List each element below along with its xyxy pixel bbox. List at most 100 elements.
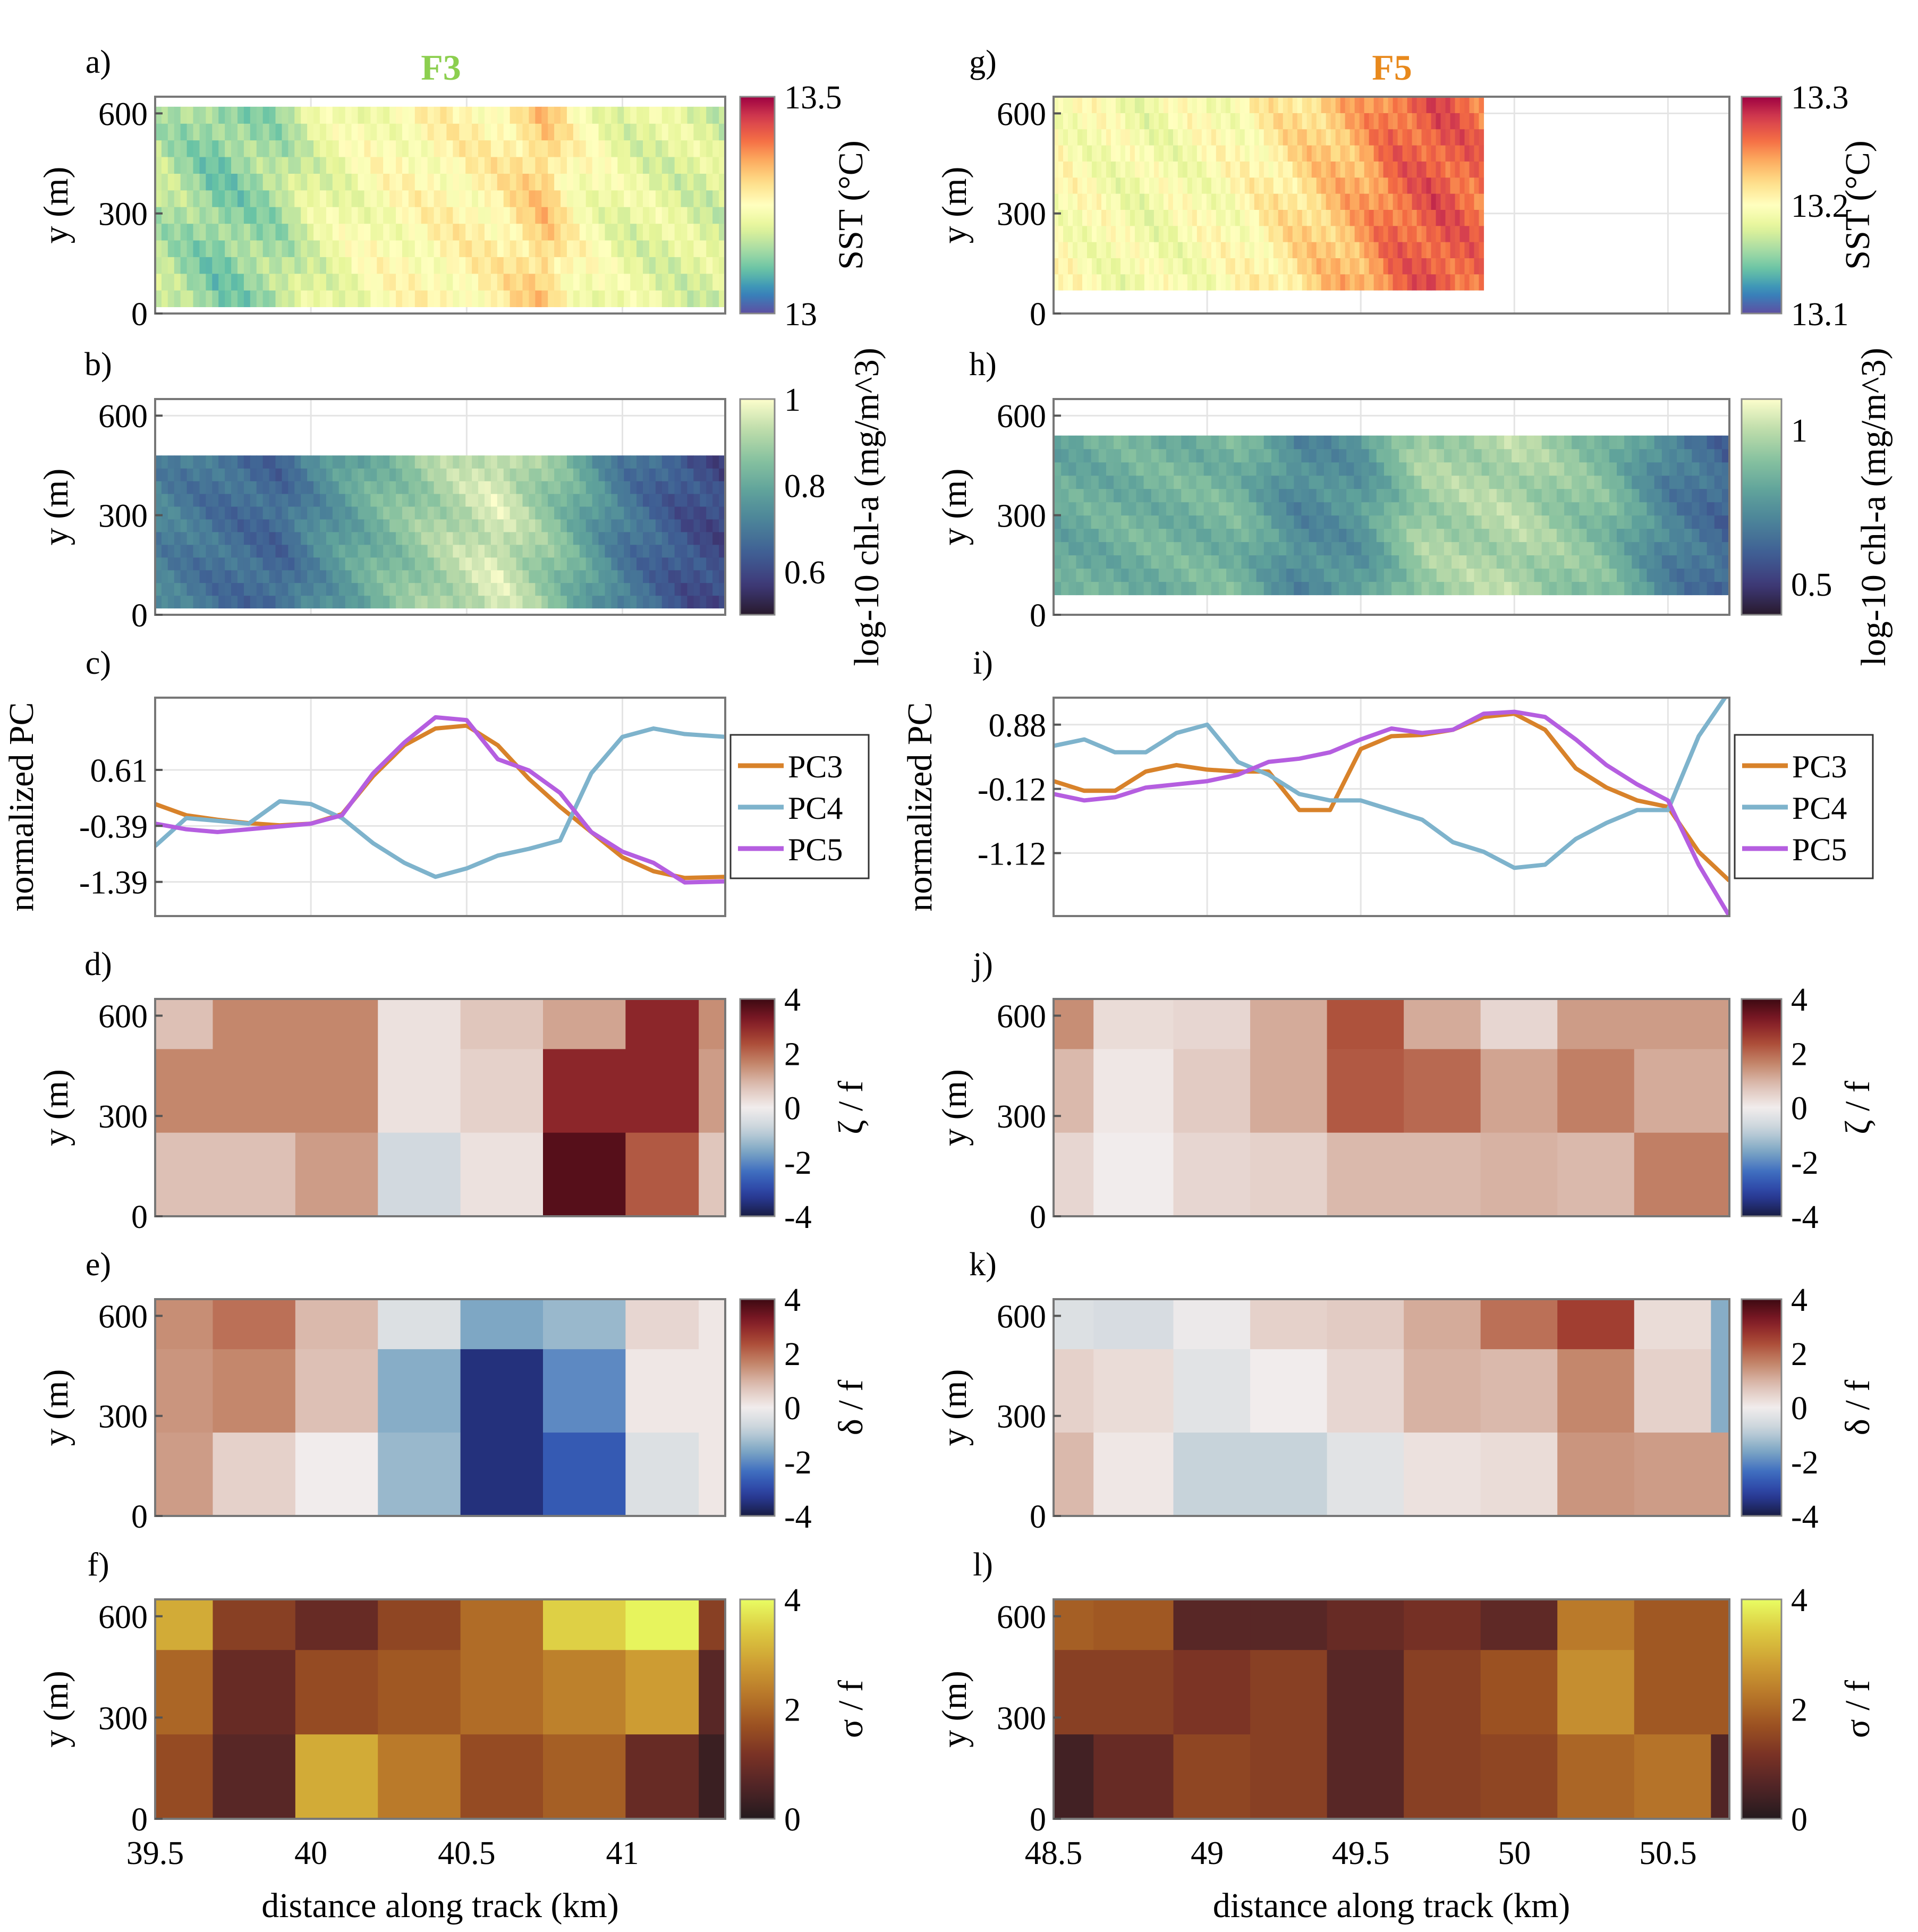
field-cell bbox=[497, 570, 504, 583]
field-cell bbox=[497, 481, 504, 494]
field-cell bbox=[199, 173, 206, 191]
field-cell bbox=[1364, 274, 1370, 291]
field-cell bbox=[561, 207, 567, 224]
field-cell bbox=[414, 506, 422, 520]
field-cell bbox=[364, 570, 371, 583]
field-cell bbox=[1384, 435, 1392, 450]
field-cell bbox=[294, 519, 301, 532]
field-cell bbox=[1594, 448, 1602, 463]
field-cell bbox=[237, 494, 244, 507]
field-cell bbox=[414, 595, 422, 609]
field-cell bbox=[1330, 242, 1336, 258]
field-cell bbox=[1331, 462, 1339, 476]
field-cell bbox=[617, 257, 624, 274]
field-cell bbox=[1230, 97, 1236, 113]
heatmap-cell bbox=[460, 1599, 544, 1650]
field-cell bbox=[1226, 502, 1234, 516]
field-cell bbox=[566, 190, 574, 207]
field-cell bbox=[1292, 145, 1298, 162]
field-cell bbox=[1063, 258, 1068, 275]
field-cell bbox=[427, 190, 435, 207]
heatmap-cell bbox=[295, 1132, 378, 1216]
field-cell bbox=[440, 123, 447, 141]
field-cell bbox=[256, 455, 264, 469]
field-cell bbox=[1311, 258, 1317, 275]
field-cell bbox=[1130, 177, 1135, 194]
field-cell bbox=[414, 106, 422, 124]
field-cell bbox=[351, 207, 359, 224]
field-cell bbox=[490, 468, 498, 481]
field-cell bbox=[522, 290, 530, 308]
heatmap-cell bbox=[625, 1734, 699, 1819]
field-cell bbox=[1393, 258, 1398, 275]
heatmap-cell bbox=[1480, 1650, 1558, 1735]
field-cell bbox=[1182, 129, 1188, 146]
field-cell bbox=[1504, 541, 1512, 556]
field-cell bbox=[180, 173, 188, 191]
heatmap-cell bbox=[1480, 1349, 1558, 1433]
field-cell bbox=[1087, 209, 1092, 226]
field-cell bbox=[1244, 209, 1250, 226]
field-cell bbox=[301, 468, 308, 481]
field-cell bbox=[319, 519, 327, 532]
field-cell bbox=[1519, 568, 1527, 582]
field-cell bbox=[1436, 581, 1445, 596]
field-cell bbox=[649, 557, 656, 571]
field-cell bbox=[541, 273, 548, 291]
field-cell bbox=[1125, 209, 1131, 226]
field-cell bbox=[712, 240, 719, 257]
field-cell bbox=[1481, 581, 1490, 596]
field-cell bbox=[611, 582, 618, 596]
field-cell bbox=[396, 190, 403, 207]
field-cell bbox=[579, 140, 587, 157]
colorbar-gradient bbox=[1741, 96, 1783, 315]
field-cell bbox=[1263, 225, 1269, 242]
field-cell bbox=[427, 481, 435, 494]
field-cell bbox=[573, 106, 580, 124]
field-cell bbox=[364, 481, 371, 494]
field-cell bbox=[301, 190, 308, 207]
field-cell bbox=[1144, 225, 1150, 242]
field-cell bbox=[1647, 488, 1655, 503]
field-cell bbox=[706, 582, 713, 596]
field-cell bbox=[1431, 258, 1437, 275]
field-cell bbox=[1196, 258, 1202, 275]
field-cell bbox=[1287, 129, 1293, 146]
field-cell bbox=[668, 123, 675, 141]
field-cell bbox=[624, 257, 631, 274]
field-cell bbox=[1254, 258, 1260, 275]
field-cell bbox=[1120, 193, 1126, 210]
field-cell bbox=[1421, 258, 1427, 275]
field-cell bbox=[186, 481, 194, 494]
field-cell bbox=[1316, 258, 1322, 275]
field-cell bbox=[326, 156, 333, 174]
field-cell bbox=[1426, 177, 1432, 194]
field-cell bbox=[282, 506, 288, 520]
field-cell bbox=[301, 273, 308, 291]
field-cell bbox=[548, 273, 555, 291]
field-cell bbox=[1196, 177, 1202, 194]
field-cell bbox=[1263, 475, 1272, 489]
field-cell bbox=[256, 223, 264, 241]
field-cell bbox=[1323, 541, 1332, 556]
field-cell bbox=[1063, 209, 1068, 226]
field-cell bbox=[1359, 242, 1365, 258]
field-cell bbox=[446, 494, 453, 507]
colorbar-gradient bbox=[739, 998, 776, 1217]
field-cell bbox=[282, 240, 288, 257]
field-cell bbox=[484, 140, 491, 157]
field-cell bbox=[206, 273, 213, 291]
field-cell bbox=[585, 240, 593, 257]
field-cell bbox=[262, 544, 270, 558]
field-cell bbox=[1459, 145, 1465, 162]
field-cell bbox=[167, 531, 175, 545]
field-cell bbox=[529, 455, 536, 469]
field-cell bbox=[1158, 242, 1164, 258]
field-cell bbox=[396, 156, 403, 174]
field-cell bbox=[1397, 225, 1403, 242]
field-cell bbox=[237, 123, 244, 141]
field-cell bbox=[566, 595, 574, 609]
field-cell bbox=[1316, 462, 1325, 476]
field-cell bbox=[174, 582, 181, 596]
field-cell bbox=[161, 557, 168, 571]
